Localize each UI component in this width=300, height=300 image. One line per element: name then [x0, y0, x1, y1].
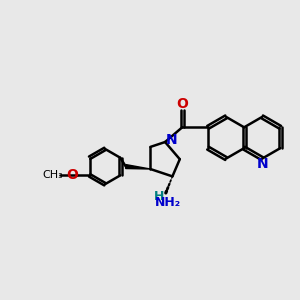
Text: N: N [256, 157, 268, 171]
Text: NH₂: NH₂ [154, 196, 181, 208]
Text: N: N [166, 133, 178, 147]
Text: CH₃: CH₃ [42, 170, 63, 180]
Text: H: H [154, 190, 164, 202]
Text: O: O [66, 168, 78, 182]
Polygon shape [126, 165, 150, 169]
Text: O: O [176, 97, 188, 111]
